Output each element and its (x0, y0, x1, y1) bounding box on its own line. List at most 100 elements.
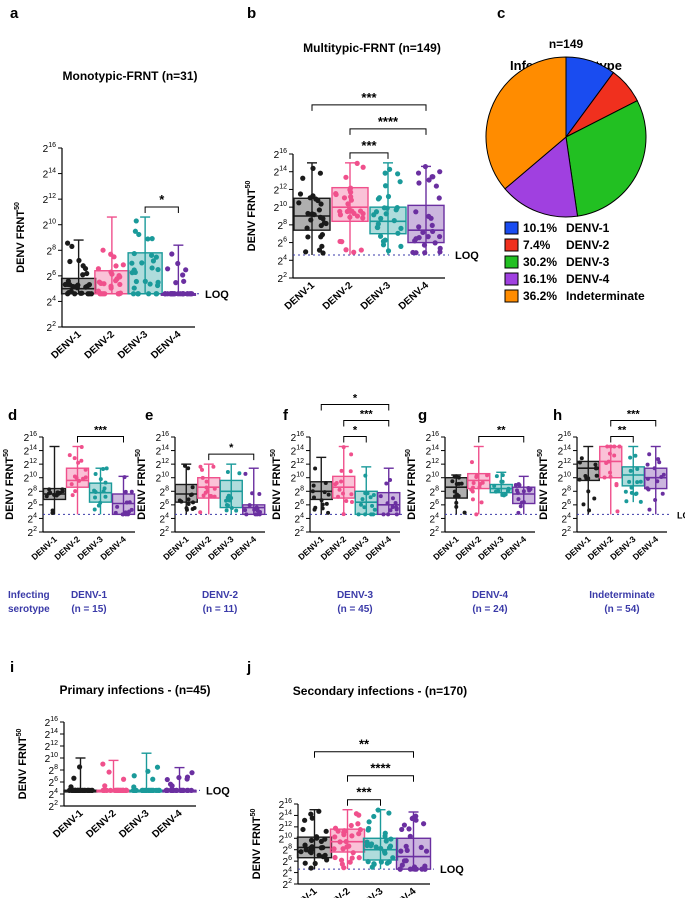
data-point (647, 452, 652, 457)
legend-label-3: DENV-4 (566, 272, 610, 286)
data-point (577, 477, 582, 482)
data-point (119, 787, 126, 794)
y-tick-label: 26 (295, 499, 305, 512)
data-point (454, 504, 459, 509)
data-point (337, 487, 342, 492)
y-tick-label-base: 2 (28, 487, 34, 498)
y-tick-label-exp: 4 (33, 512, 37, 519)
data-point (344, 844, 350, 850)
data-point (606, 459, 611, 464)
data-point (320, 854, 326, 860)
y-tick-label-base: 2 (279, 811, 285, 822)
y-tick-label-base: 2 (426, 433, 432, 444)
data-point (127, 509, 132, 514)
data-point (339, 861, 345, 867)
significance-bracket (320, 404, 390, 411)
data-point (189, 770, 195, 776)
data-point (201, 493, 206, 498)
data-point (70, 787, 76, 794)
data-point (343, 838, 349, 845)
y-tick-label: 26 (283, 855, 293, 868)
footer-n-label: (n = 11) (203, 604, 238, 615)
data-point (415, 170, 422, 176)
legend-pct-2: 30.2% (523, 255, 557, 269)
data-point (593, 462, 598, 467)
data-point (390, 496, 395, 501)
data-point (394, 506, 399, 511)
data-point (47, 487, 52, 492)
data-point (131, 285, 137, 291)
data-point (494, 474, 499, 479)
data-point (462, 510, 467, 515)
data-point (581, 502, 586, 507)
data-point (115, 504, 120, 509)
pie-slice-denv-3 (565, 100, 647, 217)
data-point (341, 512, 346, 517)
data-point (122, 475, 127, 480)
data-point (317, 170, 323, 176)
y-axis-title-base: DENV FRNT (271, 457, 283, 520)
data-point (123, 489, 128, 494)
data-point (308, 811, 314, 817)
y-tick-label-exp: 4 (52, 295, 56, 302)
data-point (148, 252, 155, 258)
y-tick-label: 24 (295, 512, 305, 525)
y-tick-label-exp: 6 (165, 499, 169, 506)
y-tick-label-base: 2 (43, 195, 49, 206)
y-tick-label: 210 (274, 201, 287, 214)
y-tick-label-base: 2 (279, 800, 285, 811)
data-point (113, 510, 118, 515)
significance-stars: *** (627, 409, 641, 421)
data-point (174, 787, 180, 794)
data-point (318, 201, 324, 207)
data-point (320, 216, 326, 222)
data-point (587, 508, 592, 513)
y-tick-label-exp: 16 (29, 431, 37, 438)
legend-label-2: DENV-3 (566, 255, 610, 269)
y-tick-label-base: 2 (279, 823, 285, 834)
y-tick-label-base: 2 (28, 528, 34, 539)
data-point (388, 477, 393, 482)
y-tick-label: 214 (558, 445, 571, 458)
data-point (645, 486, 650, 491)
data-point (64, 240, 71, 246)
panel-i-letter: i (10, 659, 14, 676)
panel-a-title: Monotypic-FRNT (n=31) (63, 69, 198, 83)
data-point (310, 193, 316, 199)
y-tick-label-exp: 2 (283, 272, 287, 279)
y-tick-label-base: 2 (160, 528, 166, 539)
y-tick-label: 24 (49, 788, 59, 801)
data-point (371, 813, 377, 820)
y-tick-label-exp: 2 (288, 878, 292, 885)
panel-h-letter: h (553, 407, 562, 424)
x-tick-label-denv-4: DENV-4 (499, 534, 529, 562)
data-point (147, 281, 153, 287)
data-point (391, 218, 397, 224)
data-point (381, 848, 388, 855)
data-point (412, 238, 418, 244)
y-tick-label-exp: 16 (563, 431, 571, 438)
panel-i-title: Primary infections - (n=45) (59, 683, 210, 697)
footer-serotype-label: DENV-1 (71, 590, 108, 601)
significance-stars: ** (618, 425, 627, 437)
y-tick-label: 26 (278, 237, 288, 250)
data-point (454, 500, 459, 505)
data-point (308, 837, 315, 843)
data-point (169, 251, 175, 257)
data-point (133, 278, 139, 285)
data-point (76, 460, 81, 465)
data-point (106, 769, 112, 775)
y-tick-label-exp: 16 (161, 431, 169, 438)
y-tick-label: 210 (279, 832, 292, 845)
data-point (406, 826, 412, 832)
data-point (315, 197, 321, 204)
data-point (378, 845, 384, 852)
data-point (368, 495, 373, 500)
data-point (176, 774, 182, 781)
y-tick-label: 214 (43, 168, 56, 181)
data-point (388, 508, 393, 513)
x-tick-label-denv-1: DENV-1 (283, 280, 318, 313)
data-point (101, 489, 106, 494)
data-point (594, 466, 599, 471)
